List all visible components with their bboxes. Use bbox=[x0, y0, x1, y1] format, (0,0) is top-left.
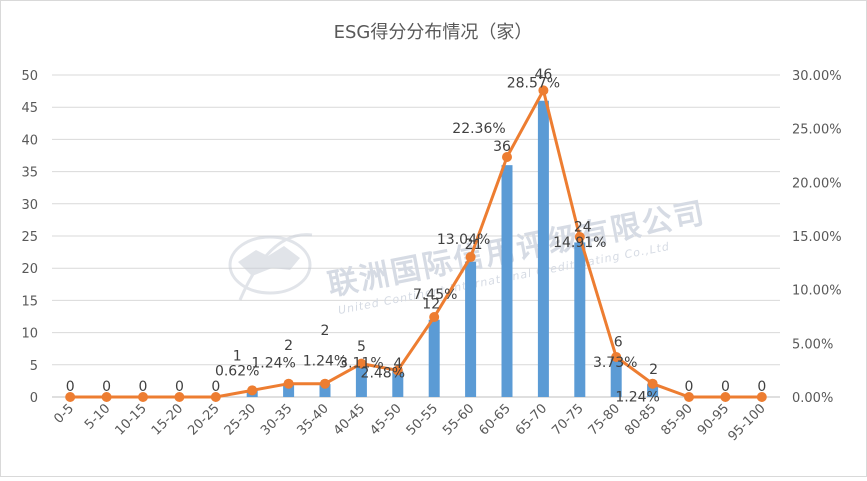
count-label: 2 bbox=[649, 362, 658, 378]
bar-series bbox=[246, 100, 659, 397]
bar bbox=[610, 358, 622, 397]
line-point bbox=[174, 392, 185, 402]
line-point bbox=[392, 365, 403, 376]
globe-logo-icon bbox=[228, 233, 313, 301]
right-axis: 0.00% 5.00% 10.00% 15.00% 20.00% 25.00% 30.00% bbox=[792, 69, 842, 406]
percent-label: 1.24% bbox=[303, 354, 347, 370]
y-right-tick-label: 25.00% bbox=[792, 123, 842, 138]
percent-label: 7.45% bbox=[413, 287, 457, 303]
count-label: 12 bbox=[422, 297, 440, 313]
line-series bbox=[65, 85, 767, 402]
bar bbox=[428, 319, 440, 397]
bar bbox=[537, 100, 549, 397]
percent-label: 3.73% bbox=[593, 355, 637, 371]
y-right-tick-label: 20.00% bbox=[792, 176, 842, 191]
count-label: 0 bbox=[102, 379, 111, 395]
line-point bbox=[720, 392, 731, 402]
percent-label: 13.04% bbox=[437, 232, 490, 248]
line-point bbox=[684, 392, 694, 402]
bar bbox=[465, 261, 477, 397]
y-right-tick-label: 30.00% bbox=[792, 69, 842, 84]
line-point bbox=[574, 231, 585, 242]
count-label: 46 bbox=[534, 67, 552, 83]
count-label: 36 bbox=[493, 139, 511, 155]
y-left-tick-label: 50 bbox=[21, 69, 38, 84]
line-point bbox=[429, 312, 440, 323]
count-label: 2 bbox=[321, 323, 330, 339]
line-point bbox=[138, 392, 148, 402]
chart-title: ESG得分分布情况（家） bbox=[334, 22, 533, 43]
percent-label: 22.36% bbox=[452, 121, 505, 137]
y-left-tick-label: 20 bbox=[21, 262, 38, 277]
y-left-tick-label: 35 bbox=[21, 166, 38, 181]
line-point bbox=[756, 392, 767, 402]
bar bbox=[647, 384, 659, 397]
bar bbox=[392, 371, 404, 397]
y-right-tick-label: 0.00% bbox=[792, 391, 833, 406]
count-label: 0 bbox=[175, 379, 184, 395]
count-label: 24 bbox=[574, 219, 592, 235]
percent-label: 2.48% bbox=[361, 365, 405, 381]
y-left-tick-label: 30 bbox=[21, 198, 38, 213]
percent-label: 1.24% bbox=[251, 356, 295, 372]
y-left-tick-label: 40 bbox=[21, 133, 38, 148]
percent-label: 14.91% bbox=[553, 235, 606, 251]
y-right-tick-label: 15.00% bbox=[792, 230, 842, 245]
line-point bbox=[465, 252, 476, 263]
line-point bbox=[538, 85, 549, 96]
y-left-tick-label: 45 bbox=[21, 101, 38, 116]
line-point bbox=[210, 392, 221, 402]
count-label: 0 bbox=[139, 379, 148, 395]
count-label: 1 bbox=[233, 349, 242, 365]
count-label: 0 bbox=[211, 379, 220, 395]
count-label: 0 bbox=[721, 379, 730, 395]
bar bbox=[574, 242, 586, 397]
bar bbox=[319, 384, 331, 397]
line-point bbox=[611, 351, 622, 362]
left-axis: 0 5 10 15 20 25 30 35 40 45 50 bbox=[21, 69, 38, 406]
y-left-tick-label: 5 bbox=[30, 359, 38, 374]
line-point bbox=[101, 392, 112, 402]
percent-label: 1.24% bbox=[615, 390, 659, 406]
line-point bbox=[356, 358, 367, 369]
line-point bbox=[320, 378, 330, 389]
bar bbox=[283, 384, 295, 397]
count-label: 4 bbox=[393, 356, 402, 372]
line-point bbox=[247, 385, 258, 396]
line-point bbox=[647, 378, 658, 389]
count-label: 5 bbox=[357, 339, 366, 355]
count-label: 0 bbox=[66, 379, 75, 395]
percent-label: 0.62% bbox=[215, 363, 259, 379]
bar bbox=[501, 165, 513, 397]
y-right-tick-label: 5.00% bbox=[792, 337, 833, 352]
count-label: 0 bbox=[685, 379, 694, 395]
count-label: 2 bbox=[284, 338, 293, 354]
line-path bbox=[70, 88, 762, 399]
percent-label: 28.57% bbox=[507, 75, 560, 91]
count-label: 0 bbox=[757, 379, 766, 395]
count-label: 6 bbox=[614, 334, 623, 350]
line-point bbox=[283, 378, 294, 389]
line-point bbox=[502, 152, 512, 163]
line-point bbox=[65, 392, 76, 402]
y-left-tick-label: 0 bbox=[30, 391, 38, 406]
y-left-tick-label: 15 bbox=[21, 294, 38, 309]
bar bbox=[355, 364, 367, 397]
y-left-tick-label: 25 bbox=[21, 230, 38, 245]
y-right-tick-label: 10.00% bbox=[792, 284, 842, 299]
percent-label: 3.11% bbox=[339, 356, 383, 372]
y-left-tick-label: 10 bbox=[21, 327, 38, 342]
count-label: 21 bbox=[465, 237, 483, 253]
